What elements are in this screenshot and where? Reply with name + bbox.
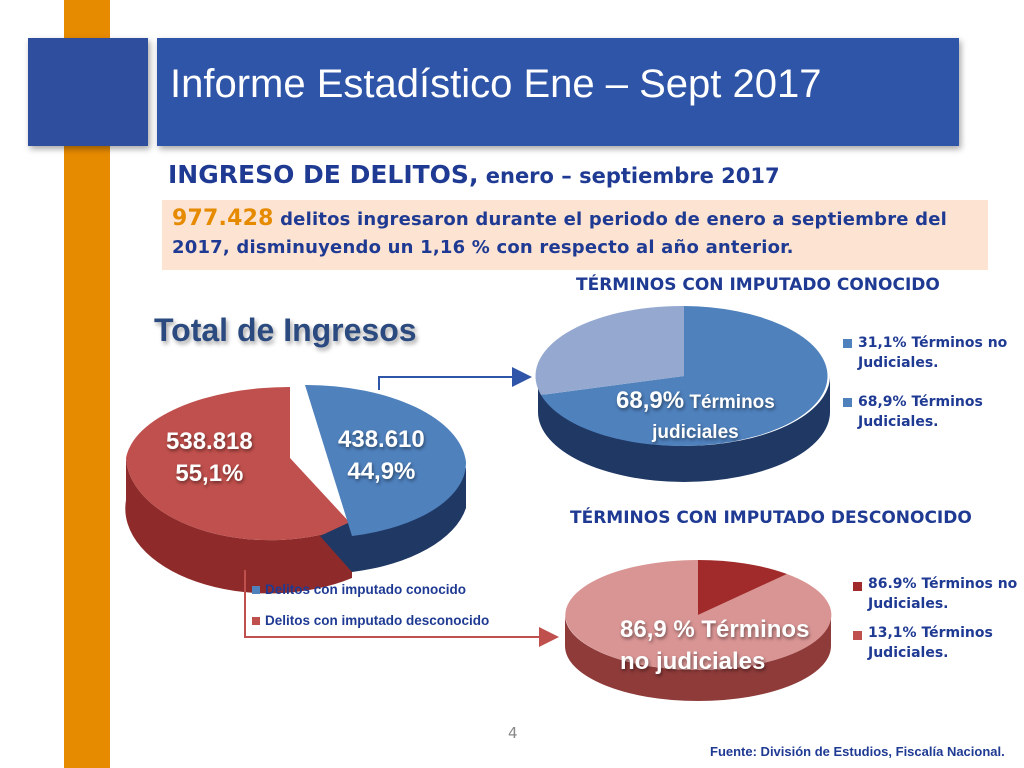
pie-total-red-label: 538.818 55,1% [166,426,253,490]
legend-desconocido-no-judiciales: 86.9% Términos no Judiciales. [853,574,1018,614]
legend-desconocido: Delitos con imputado desconocido [252,613,489,628]
pie-conocido-slice-judicial [541,306,828,446]
summary-number: 977.428 [172,206,274,231]
pie-total [125,384,467,594]
section-heading: INGRESO DE DELITOS, enero – septiembre 2… [168,160,780,189]
pie-desconocido [565,559,832,701]
pie-conocido-label-line1: 68,9% Términos [616,386,775,418]
legend-conocido-no-judiciales-text: 31,1% Términos no Judiciales. [858,335,1008,371]
legend-swatch-conocido-1 [843,339,852,348]
chart-title-conocido: TÉRMINOS CON IMPUTADO CONOCIDO [576,275,940,295]
legend-swatch-desconocido-2 [853,631,862,640]
legend-swatch-desconocido-1 [853,582,862,591]
legend-swatch-conocido-2 [843,398,852,407]
summary-box [162,200,988,270]
chart-title-total: Total de Ingresos [154,312,417,348]
summary-text: 977.428 delitos ingresaron durante el pe… [172,205,982,262]
pie-conocido [535,305,830,482]
page-number: 4 [508,724,518,742]
legend-conocido-no-judiciales: 31,1% Términos no Judiciales. [843,333,1018,373]
arrow-red [244,570,559,647]
legend-desconocido-judiciales-text: 13,1% Términos Judiciales. [868,625,993,661]
legend-conocido: Delitos con imputado conocido [252,582,466,597]
legend-desconocido-judiciales: 13,1% Términos Judiciales. [853,623,1018,663]
heading-main: INGRESO DE DELITOS, [168,160,479,189]
pie-desconocido-side [565,615,831,701]
legend-conocido-judiciales: 68,9% Términos Judiciales. [843,392,1018,432]
pie-total-blue-label: 438.610 44,9% [338,424,425,488]
legend-conocido-label: Delitos con imputado conocido [265,582,467,597]
arrow-blue [378,367,532,390]
bottom-spacer [110,690,116,768]
pie-conocido-label-line2: judiciales [652,422,739,443]
legend-conocido-judiciales-text: 68,9% Términos Judiciales. [858,394,983,430]
slide-title: Informe Estadístico Ene – Sept 2017 [170,62,822,106]
pie-total-red-side [125,458,352,594]
pie-conocido-side [538,376,830,482]
title-band [157,38,959,146]
pie-desconocido-slice-judicial [698,559,787,615]
heading-sub: enero – septiembre 2017 [478,164,780,188]
title-accent-square [28,38,148,146]
summary-line2: 2017, disminuyendo un 1,16 % con respect… [172,237,794,258]
pie-total-blue-slice [305,384,467,536]
legend-desconocido-label: Delitos con imputado desconocido [265,613,490,628]
pie-desconocido-label-line2: no judiciales [620,648,766,675]
pie-desconocido-slice-no-judicial [565,560,832,670]
pie-total-red-percent: 55,1% [175,460,244,487]
pie-total-red-slice [126,386,352,541]
pie-conocido-big: 68,9% [616,387,685,414]
summary-line1: delitos ingresaron durante el periodo de… [273,209,948,230]
pie-total-red-value: 538.818 [166,428,253,455]
pie-total-blue-value: 438.610 [338,426,425,453]
pie-desconocido-label: 86,9 % Términos no judiciales [620,614,809,678]
legend-swatch-blue [252,586,260,595]
pie-total-blue-percent: 44,9% [347,458,416,485]
source-note: Fuente: División de Estudios, Fiscalía N… [710,744,1005,759]
pie-conocido-slice-no-judicial [535,305,684,395]
legend-swatch-red [252,617,260,626]
pie-conocido-rest1: Términos [684,392,775,413]
chart-title-desconocido: TÉRMINOS CON IMPUTADO DESCONOCIDO [570,508,972,528]
pie-conocido-label: 68,9% Términos judiciales [616,386,775,448]
pie-desconocido-label-line1: 86,9 % Términos [620,616,810,643]
legend-desconocido-no-judiciales-text: 86.9% Términos no Judiciales. [868,576,1018,612]
